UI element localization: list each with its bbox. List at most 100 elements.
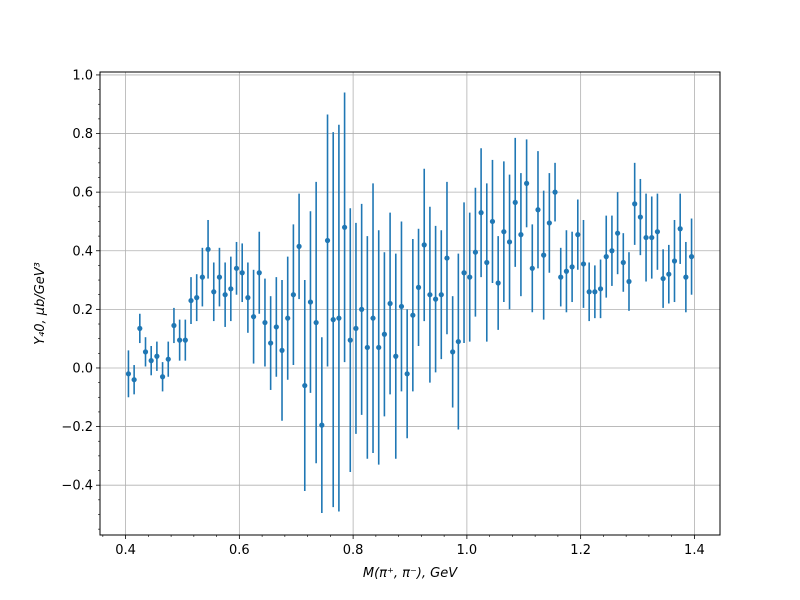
data-point — [177, 337, 183, 343]
x-tick-label: 0.4 — [115, 543, 136, 558]
y-tick-label: 0.8 — [72, 127, 93, 142]
data-point — [313, 319, 319, 326]
data-layer — [125, 92, 695, 514]
data-point — [615, 230, 621, 236]
data-point — [427, 292, 433, 298]
data-point — [546, 220, 552, 226]
data-point — [239, 270, 245, 276]
data-point — [637, 214, 643, 220]
data-point — [381, 331, 388, 337]
grid — [100, 72, 720, 535]
x-tick-label: 1.4 — [684, 543, 705, 558]
data-point — [586, 289, 592, 295]
data-point — [233, 265, 240, 271]
data-point — [393, 353, 399, 359]
data-point — [273, 324, 279, 330]
data-point — [569, 264, 575, 270]
data-point — [159, 374, 166, 380]
data-point — [404, 371, 410, 377]
data-point — [643, 234, 649, 241]
data-point — [188, 297, 194, 304]
data-point — [683, 274, 689, 280]
x-tick-label: 0.8 — [343, 543, 364, 558]
data-point — [336, 315, 342, 321]
x-tick-label: 0.6 — [229, 543, 250, 558]
data-point — [592, 289, 598, 295]
data-point — [410, 312, 416, 318]
data-point — [364, 344, 370, 351]
data-point — [478, 210, 484, 216]
data-point — [268, 340, 274, 346]
data-point — [341, 224, 348, 230]
data-point — [677, 226, 683, 232]
data-point — [518, 232, 524, 238]
data-point — [603, 254, 609, 260]
data-point — [256, 270, 262, 276]
data-point — [211, 289, 217, 295]
data-point — [552, 189, 558, 195]
axes-frame — [99, 71, 721, 536]
data-point — [330, 317, 336, 323]
data-point — [398, 303, 405, 310]
data-point — [285, 315, 291, 321]
data-point — [649, 234, 655, 241]
data-point — [444, 255, 450, 261]
data-point — [563, 268, 570, 274]
data-point — [216, 274, 223, 280]
data-point — [376, 344, 382, 351]
data-point — [501, 229, 507, 235]
y-tick-label: 1.0 — [72, 68, 93, 83]
data-point — [228, 286, 234, 292]
data-point — [529, 265, 535, 271]
data-point — [359, 306, 365, 312]
data-point — [347, 337, 353, 343]
data-point — [205, 246, 211, 252]
data-point — [290, 292, 296, 298]
data-point — [580, 261, 587, 267]
ticks: 0.4 0.6 0.8 1.0 1.2 1.4 −0.4 −0.2 0.0 0.2 0.4 0.6 0.… — [61, 68, 704, 558]
x-tick-label: 1.0 — [457, 543, 478, 558]
data-point — [558, 274, 564, 280]
data-point — [609, 248, 615, 254]
y-tick-label: 0.2 — [72, 303, 93, 318]
data-point — [324, 237, 331, 244]
data-point — [524, 180, 530, 186]
x-axis-label: M(π⁺, π⁻), GeV — [363, 566, 458, 581]
data-point — [461, 270, 467, 276]
data-point — [666, 271, 672, 277]
data-point — [302, 382, 308, 389]
data-point — [250, 314, 257, 320]
data-point — [165, 356, 171, 362]
data-point — [432, 296, 439, 302]
data-point — [541, 252, 547, 258]
y-axis-label: Y₄0, μb/GeV³ — [33, 262, 48, 345]
data-point — [455, 338, 461, 345]
data-point — [495, 280, 501, 286]
data-point — [370, 315, 376, 321]
data-point — [632, 201, 638, 207]
data-point — [262, 319, 268, 326]
data-point — [450, 349, 456, 355]
data-point — [467, 274, 473, 280]
data-point — [506, 239, 513, 245]
x-tick-label: 1.2 — [570, 543, 591, 558]
data-point — [194, 295, 200, 301]
data-point — [660, 275, 666, 282]
y-tick-label: 0.4 — [72, 244, 93, 259]
data-point — [137, 325, 143, 332]
y-tick-label: −0.2 — [61, 420, 93, 435]
data-point — [597, 286, 604, 292]
data-point — [472, 249, 479, 255]
data-point — [688, 254, 695, 260]
data-point — [353, 325, 359, 332]
data-point — [654, 229, 661, 235]
y-tick-label: −0.4 — [61, 479, 93, 494]
data-point — [575, 232, 581, 238]
data-point — [182, 337, 188, 343]
data-point — [125, 371, 132, 377]
data-point — [296, 243, 302, 249]
data-point — [142, 349, 149, 355]
data-point — [171, 322, 177, 329]
data-point — [131, 377, 137, 383]
